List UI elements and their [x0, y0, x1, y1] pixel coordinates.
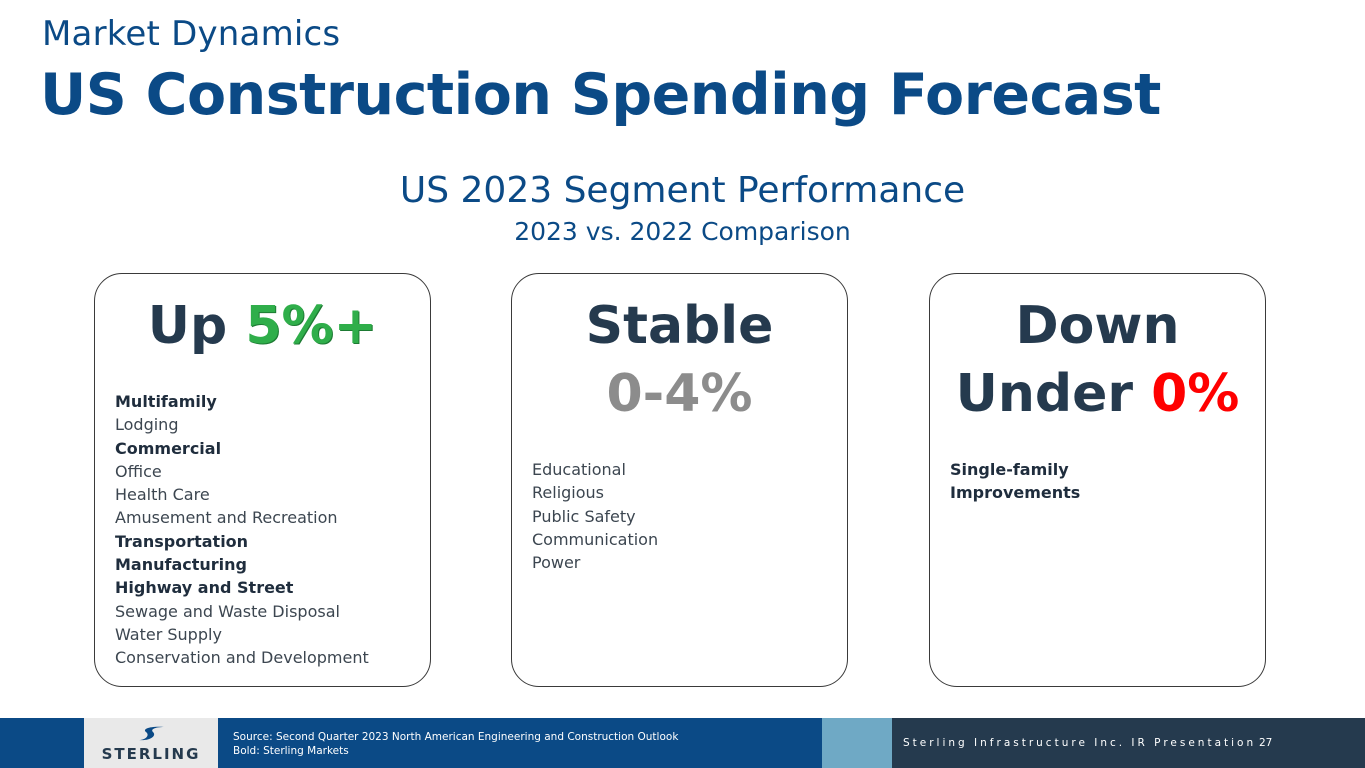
- list-item: Transportation: [115, 531, 249, 551]
- page-title: US Construction Spending Forecast: [40, 62, 1161, 128]
- footer-logo-panel: STERLING: [84, 718, 218, 768]
- list-item: Religious: [532, 483, 604, 503]
- card-up-heading-prefix: Up: [147, 296, 246, 356]
- card-down-heading: Down Under 0%: [930, 292, 1265, 428]
- section-comparison: 2023 vs. 2022 Comparison: [514, 217, 851, 246]
- card-stable: Stable 0-4% Educational Religious Public…: [511, 273, 848, 687]
- card-down-heading-line2: Under 0%: [930, 360, 1265, 428]
- card-down-heading-prefix: Under: [955, 364, 1152, 424]
- footer-blue-block: [0, 718, 84, 768]
- list-item: Power: [532, 553, 581, 573]
- card-up: Up 5%+ Multifamily Lodging Commercial Of…: [94, 273, 431, 687]
- footer-source-panel: Source: Second Quarter 2023 North Americ…: [218, 718, 822, 768]
- footer-accent-block: [822, 718, 892, 768]
- card-stable-heading: Stable 0-4%: [512, 292, 847, 428]
- list-item: Manufacturing: [115, 555, 247, 575]
- footer-source-line1: Source: Second Quarter 2023 North Americ…: [233, 731, 679, 743]
- list-item: Commercial: [115, 438, 222, 458]
- card-down: Down Under 0% Single-family Improvements: [929, 273, 1266, 687]
- card-down-list: Single-family Improvements: [950, 458, 1255, 505]
- list-item: Educational: [532, 460, 626, 479]
- footer-source: Source: Second Quarter 2023 North Americ…: [233, 730, 678, 758]
- card-down-heading-value: 0%: [1151, 364, 1240, 424]
- list-item: Lodging: [115, 415, 179, 435]
- list-item: Communication: [532, 529, 659, 549]
- sterling-logo: STERLING: [101, 745, 201, 763]
- list-item: Public Safety: [532, 506, 636, 526]
- footer-company: Sterling Infrastructure Inc. IR Presenta…: [903, 737, 1257, 749]
- card-up-heading-value: 5%+: [245, 296, 378, 356]
- card-stable-heading-value: 0-4%: [606, 364, 753, 424]
- card-up-list: Multifamily Lodging Commercial Office He…: [115, 390, 420, 670]
- footer-bar: STERLING Source: Second Quarter 2023 Nor…: [0, 718, 1365, 768]
- card-stable-list: Educational Religious Public Safety Comm…: [532, 458, 837, 574]
- list-item: Single-family: [950, 460, 1069, 479]
- list-item: Water Supply: [115, 624, 222, 644]
- list-item: Health Care: [115, 485, 210, 505]
- footer-company-panel: Sterling Infrastructure Inc. IR Presenta…: [892, 718, 1365, 768]
- card-stable-heading-line1: Stable: [585, 296, 774, 356]
- sterling-swoosh-icon: [139, 726, 164, 741]
- page-kicker: Market Dynamics: [42, 14, 341, 54]
- footer-source-line2: Bold: Sterling Markets: [233, 745, 349, 757]
- list-item: Office: [115, 461, 162, 481]
- card-up-heading: Up 5%+: [95, 292, 430, 360]
- list-item: Conservation and Development: [115, 648, 369, 668]
- page-number: 27: [1259, 737, 1273, 749]
- list-item: Highway and Street: [115, 578, 294, 598]
- card-down-heading-line1: Down: [1015, 296, 1180, 356]
- list-item: Multifamily: [115, 392, 217, 411]
- section-title: US 2023 Segment Performance: [399, 170, 966, 211]
- list-item: Amusement and Recreation: [115, 508, 338, 528]
- list-item: Sewage and Waste Disposal: [115, 601, 340, 621]
- list-item: Improvements: [950, 483, 1081, 503]
